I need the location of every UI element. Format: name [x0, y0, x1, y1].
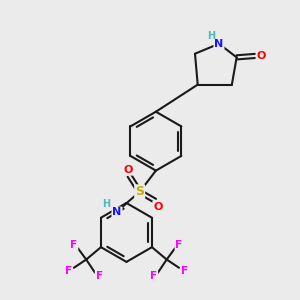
Text: F: F [181, 266, 188, 276]
Text: F: F [176, 240, 183, 250]
Text: F: F [96, 271, 103, 281]
Text: F: F [150, 271, 157, 281]
Text: O: O [123, 165, 133, 175]
Text: S: S [135, 185, 144, 198]
Text: H: H [102, 199, 110, 208]
Text: N: N [214, 39, 224, 49]
Text: N: N [112, 207, 122, 218]
Text: O: O [153, 202, 163, 212]
Text: F: F [70, 240, 77, 250]
Text: H: H [207, 31, 215, 40]
Text: O: O [256, 51, 266, 61]
Text: F: F [65, 266, 72, 276]
